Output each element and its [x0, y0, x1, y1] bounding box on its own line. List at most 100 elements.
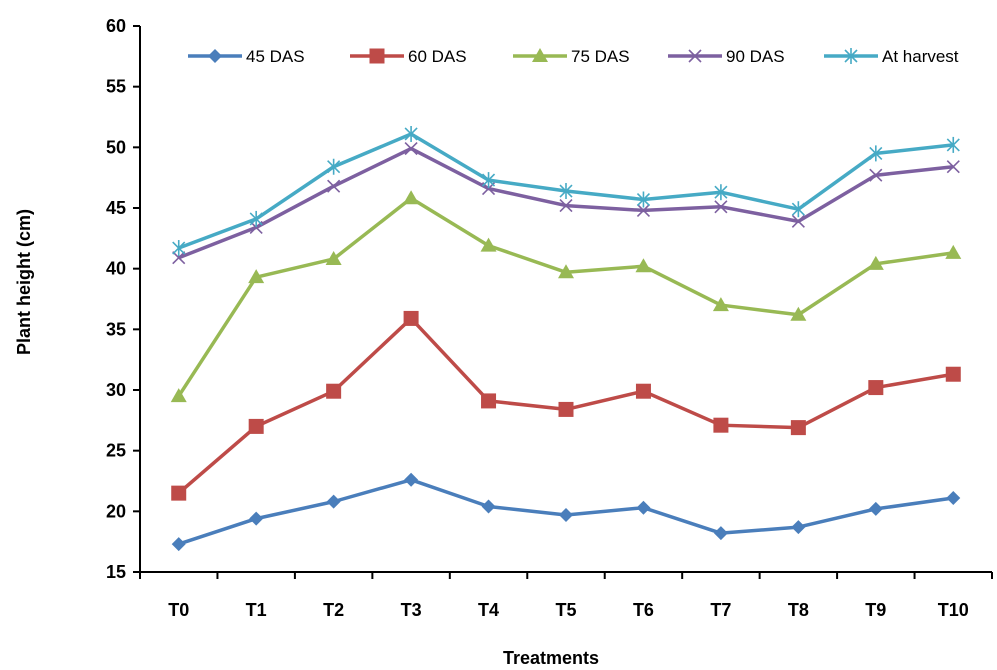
legend-item: 45 DAS [188, 47, 305, 66]
data-point [326, 494, 341, 509]
data-point [481, 393, 497, 409]
data-point [403, 190, 420, 205]
series-line [178, 146, 954, 260]
data-point [404, 472, 419, 487]
x-tick-label: T3 [401, 600, 422, 620]
legend-marker [369, 48, 385, 64]
y-tick-label: 30 [106, 380, 126, 400]
x-tick-label: T1 [246, 600, 267, 620]
y-tick-label: 25 [106, 441, 126, 461]
legend: 45 DAS 60 DAS 75 DAS 90 DAS At harvest [188, 47, 959, 66]
series-at-harvest [172, 125, 960, 257]
legend-item: 90 DAS [668, 47, 785, 66]
y-tick-label: 35 [106, 319, 126, 339]
data-point [325, 250, 342, 265]
legend-marker [208, 49, 222, 63]
legend-marker [844, 48, 858, 64]
x-tick-label: T8 [788, 600, 809, 620]
legend-label: At harvest [882, 47, 959, 66]
data-point [946, 490, 961, 505]
series-90-das [172, 141, 960, 265]
y-tick-label: 60 [106, 16, 126, 36]
series-75-das [170, 190, 962, 403]
legend-marker [688, 49, 702, 63]
series-line [177, 196, 954, 398]
data-point [558, 401, 574, 417]
data-point [790, 420, 806, 436]
legend-label: 45 DAS [246, 47, 305, 66]
x-tick-label: T4 [478, 600, 499, 620]
data-point [404, 141, 418, 156]
data-point [713, 417, 729, 433]
data-point [791, 214, 805, 228]
data-point [636, 500, 651, 515]
legend-label: 75 DAS [571, 47, 630, 66]
data-point [945, 244, 962, 259]
data-point [559, 199, 573, 213]
data-point [713, 526, 728, 541]
x-axis-ticks: T0 T1 T2 T3 T4 T5 T6 T7 T8 T9 T10 [139, 572, 993, 620]
data-point [869, 145, 883, 162]
x-tick-label: T7 [710, 600, 731, 620]
data-point [172, 240, 186, 257]
data-point [326, 383, 342, 399]
axes [139, 26, 992, 573]
x-tick-label: T5 [555, 600, 576, 620]
data-point [712, 297, 729, 312]
data-point [327, 158, 341, 175]
data-point [481, 499, 496, 514]
y-tick-label: 45 [106, 198, 126, 218]
series-60-das [171, 310, 961, 501]
data-point [946, 160, 960, 174]
data-point [869, 168, 883, 182]
data-point [327, 179, 341, 193]
x-tick-label: T9 [865, 600, 886, 620]
data-point [635, 258, 652, 273]
data-point [636, 203, 651, 217]
data-point [249, 511, 264, 526]
data-point [635, 383, 651, 399]
data-point [249, 210, 263, 227]
legend-label: 60 DAS [408, 47, 467, 66]
data-point [248, 269, 265, 284]
legend-item: 75 DAS [513, 47, 630, 66]
data-point [868, 380, 884, 396]
y-axis-title: Plant height (cm) [14, 209, 34, 355]
x-tick-label: T2 [323, 600, 344, 620]
data-point [945, 366, 961, 382]
data-point [403, 310, 419, 326]
y-tick-label: 20 [106, 501, 126, 521]
data-point [714, 184, 728, 201]
data-point [946, 136, 960, 153]
data-point [868, 501, 883, 516]
x-tick-label: T10 [938, 600, 969, 620]
legend-item: At harvest [824, 47, 959, 66]
data-point [481, 172, 496, 189]
data-point [248, 418, 264, 434]
data-point [867, 255, 884, 270]
data-point [480, 237, 497, 252]
data-point [171, 485, 187, 501]
x-axis-title: Treatments [503, 648, 599, 668]
data-point [559, 183, 573, 200]
y-tick-label: 40 [106, 259, 126, 279]
data-point [170, 388, 187, 403]
legend-marker [532, 48, 548, 62]
data-point [636, 191, 651, 208]
y-axis-ticks: 15 20 25 30 35 40 45 50 55 60 [106, 16, 140, 582]
x-tick-label: T6 [633, 600, 654, 620]
y-tick-label: 55 [106, 77, 126, 97]
data-point [791, 520, 806, 535]
x-tick-label: T0 [168, 600, 189, 620]
data-point [714, 200, 728, 214]
data-point [172, 251, 186, 265]
y-tick-label: 50 [106, 137, 126, 157]
data-point [558, 264, 574, 279]
y-tick-label: 15 [106, 562, 126, 582]
series-45-das [171, 472, 961, 552]
series-group [170, 125, 962, 552]
data-point [404, 125, 418, 142]
data-point [791, 201, 805, 218]
legend-item: 60 DAS [350, 47, 467, 66]
